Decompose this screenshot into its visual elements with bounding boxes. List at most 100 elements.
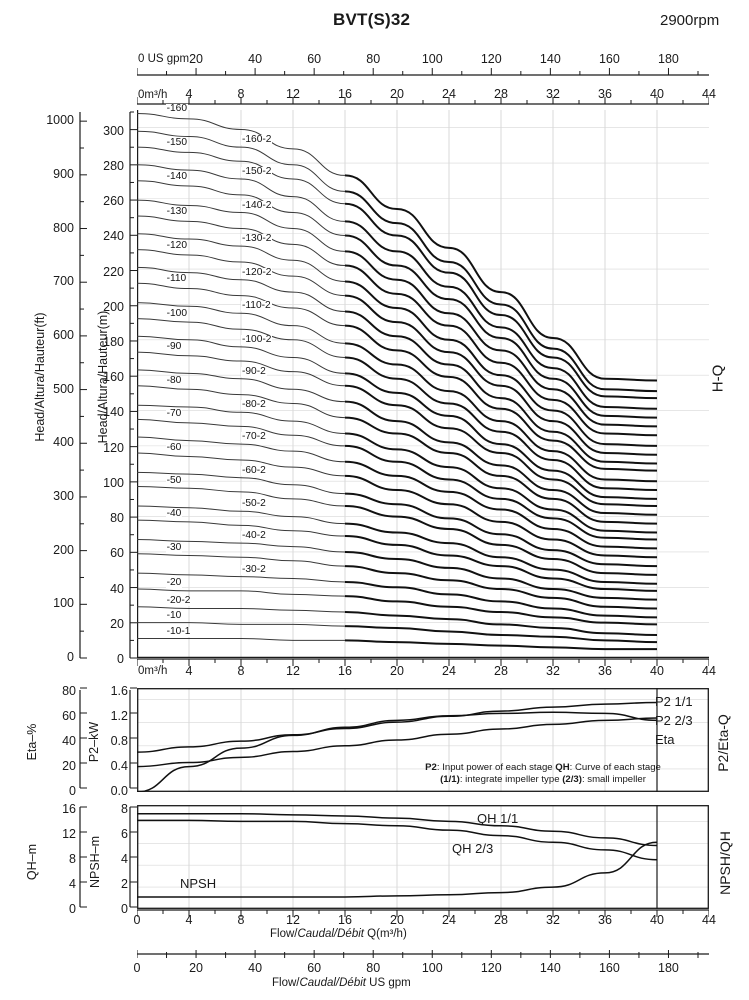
- tick-label: 100: [421, 961, 443, 975]
- axis-label-qh: QH–m: [25, 843, 39, 881]
- tick-label: 36: [598, 664, 612, 678]
- tick-label: 40: [110, 581, 124, 596]
- curve-label: -130: [165, 205, 188, 218]
- axis-label-p2-eta-q: P2/Eta-Q: [715, 714, 731, 772]
- bottom-q-label-c: Q(m³/h): [363, 928, 407, 940]
- tick-label: 12: [286, 87, 300, 101]
- tick-label: 24: [442, 664, 456, 678]
- tick-label: 120: [480, 52, 502, 66]
- bottom-q-axis: [137, 909, 709, 921]
- tick-label: 8: [121, 802, 128, 816]
- speed-label: 2900rpm: [660, 12, 720, 29]
- tick-label: 60: [307, 52, 322, 66]
- tick-label: 140: [539, 52, 561, 66]
- main-bottom-unit: 0m³/h: [138, 665, 168, 677]
- tick-label: 0.0: [110, 784, 128, 798]
- tick-label: 28: [494, 664, 508, 678]
- curve-label: -20-2: [165, 594, 192, 606]
- curve-label: -150: [165, 137, 188, 149]
- tick-label: 20: [390, 913, 404, 927]
- tick-label: 0.8: [110, 734, 128, 748]
- curve-label: -10-1: [165, 625, 192, 637]
- note-11-text: : integrate impeller type: [459, 773, 563, 785]
- tick-label: 32: [546, 913, 560, 927]
- tick-label: 8: [237, 87, 245, 101]
- legend-p2-small: P2 2/3: [655, 713, 693, 728]
- tick-label: 12: [286, 913, 300, 927]
- curve-label: -60-2: [241, 464, 267, 476]
- tick-label: 20: [62, 759, 76, 773]
- tick-label: 280: [103, 158, 124, 173]
- tick-label: 200: [53, 542, 74, 557]
- curve-label: -110: [165, 273, 188, 285]
- curve-label: -100: [165, 307, 188, 319]
- curve-label: -120-2: [241, 266, 273, 278]
- tick-label: 4: [121, 852, 128, 866]
- legend-npsh: NPSH: [180, 876, 217, 891]
- legend-note: P2: Input power of each stage QH: Curve …: [398, 762, 688, 786]
- legend-p2-full: P2 1/1: [655, 694, 693, 709]
- note-qh-text: : Curve of each stage: [569, 762, 661, 773]
- curve-label: -50: [165, 474, 183, 486]
- tick-label: 0: [133, 913, 141, 927]
- tick-label: 0: [133, 961, 141, 975]
- tick-label: 140: [103, 405, 124, 420]
- tick-label: 800: [53, 220, 74, 235]
- tick-label: 40: [650, 664, 664, 678]
- bottom-q-ticklabels: 0 4 8 12 16 20 24 28 32 36 40 44: [134, 913, 716, 929]
- tick-label: 300: [103, 123, 124, 138]
- top-axis-gpm-ticklabels: 20 40 60 80 100 120 140 160 180: [137, 52, 709, 70]
- curve-label: -40: [165, 508, 183, 520]
- axis-npsh-ticklabels: 8 6 4 2 0: [102, 802, 130, 916]
- bottom-gpm-ticklabels: 0 20 40 60 80 100 120 140 160 180: [134, 961, 709, 977]
- tick-label: 1.6: [110, 684, 128, 698]
- tick-label: 160: [103, 370, 124, 385]
- legend-qh-full: QH 1/1: [477, 811, 519, 826]
- main-bottom-ticklabels: 4 8 12 16 20 24 28 32 36 40 44: [137, 664, 716, 682]
- tick-label: 80: [110, 511, 124, 526]
- tick-label: 12: [62, 827, 76, 841]
- tick-label: 180: [658, 961, 679, 975]
- curve-label: -160: [165, 103, 188, 115]
- tick-label: 0: [67, 650, 74, 664]
- p2-eta-plot: [137, 688, 709, 792]
- tick-label: 20: [390, 664, 404, 678]
- axis-p2-line: [128, 686, 140, 794]
- axis-npsh-line: [128, 803, 140, 913]
- tick-label: 4: [185, 664, 193, 678]
- tick-label: 16: [338, 87, 352, 101]
- curve-label: -30: [165, 541, 183, 553]
- tick-label: 140: [539, 961, 561, 975]
- tick-label: 16: [338, 664, 352, 678]
- tick-label: 40: [248, 961, 263, 975]
- curve-label: -60: [165, 441, 183, 454]
- tick-label: 40: [248, 52, 263, 66]
- tick-label: 40: [650, 87, 664, 101]
- curve-label: -10: [165, 609, 183, 621]
- tick-label: 1.2: [110, 709, 128, 723]
- curve-label: -20: [165, 577, 183, 589]
- tick-label: 120: [480, 961, 502, 975]
- tick-label: 160: [598, 52, 620, 66]
- curve-label: -120: [165, 239, 188, 251]
- tick-label: 60: [307, 961, 322, 975]
- tick-label: 80: [366, 52, 381, 66]
- note-p2-key: P2: [425, 762, 437, 773]
- tick-label: 100: [421, 52, 443, 66]
- tick-label: 2: [121, 877, 128, 891]
- tick-label: 60: [62, 709, 76, 723]
- tick-label: 16: [338, 913, 352, 927]
- tick-label: 900: [53, 166, 74, 181]
- top-axis-m3h-unit: 0m³/h: [138, 89, 168, 101]
- curve-label: -80-2: [241, 399, 267, 411]
- bottom-q-axis-label: Flow/Caudal/Débit Q(m³/h): [270, 928, 407, 940]
- bottom-gpm-axis: [137, 950, 709, 962]
- npsh-qh-plot: [137, 805, 709, 909]
- tick-label: 4: [185, 87, 193, 101]
- tick-label: 600: [53, 327, 74, 342]
- tick-label: 500: [53, 381, 74, 396]
- note-p2-text: : Input power of each stage: [436, 762, 556, 773]
- bottom-gpm-label-a: Flow/: [272, 977, 300, 989]
- tick-label: 16: [62, 802, 76, 816]
